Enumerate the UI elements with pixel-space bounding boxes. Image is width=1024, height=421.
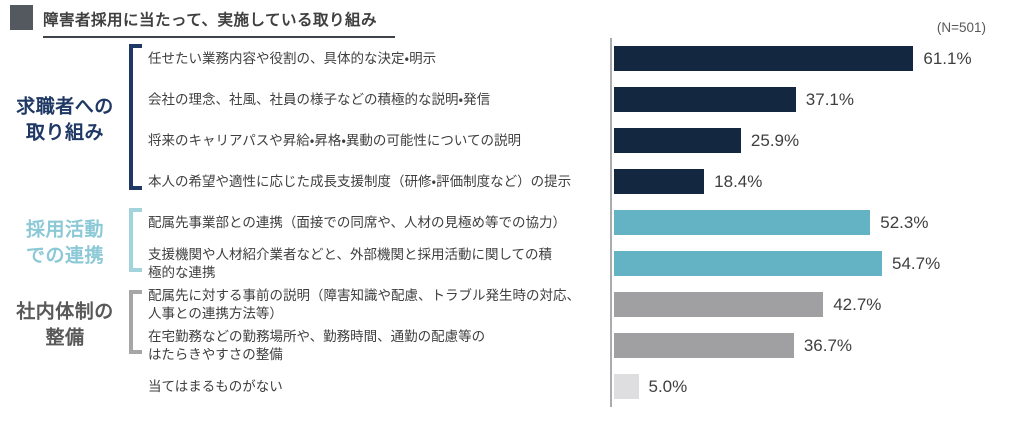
group-label: 求職者への 取り組み [16, 96, 114, 143]
group-label: 社内体制の 整備 [16, 301, 114, 348]
bar-category-label: 配属先に対する事前の説明（障害知識や配慮、トラブル発生時の対応、 人事との連携方… [148, 287, 580, 321]
page-title: 障害者採用に当たって、実施している取り組み [43, 12, 377, 29]
bar [614, 374, 639, 399]
bar-category-label: 支援機関や人材紹介業者などと、外部機関と採用活動に関しての積 極的な連携 [148, 246, 553, 280]
bar-category-label: 在宅勤務などの勤務場所や、勤務時間、通勤の配慮等の はたらきやすさの整備 [148, 328, 486, 362]
bar-zone: 18.4% [614, 161, 1024, 202]
bar-value-label: 61.1% [923, 48, 972, 68]
bar-zone: 36.7% [614, 325, 1024, 366]
chart-header: 障害者採用に当たって、実施している取り組み [10, 5, 395, 38]
bar-zone: 61.1% [614, 38, 1024, 79]
chart-row: 配属先事業部との連携（面接での同席や、人材の見極め等での協力） 52.3% [0, 202, 1024, 243]
bar [614, 251, 883, 276]
group-label: 採用活動 での連携 [25, 219, 104, 266]
bar-value-label: 25.9% [750, 130, 800, 150]
bar-category-label: 配属先事業部との連携（面接での同席や、人材の見極め等での協力） [148, 214, 566, 230]
chart-row: 本人の希望や適性に応じた成長支援制度（研修・評価制度など）の提示 18.4% [0, 161, 1024, 202]
bar-zone: 54.7% [614, 243, 1024, 284]
chart-row: 当てはまるものがない 5.0% [0, 366, 1024, 407]
group-bracket [129, 208, 142, 272]
bar-zone: 37.1% [614, 79, 1024, 120]
bar [614, 169, 705, 194]
bar-value-label: 5.0% [648, 376, 688, 396]
bar-rows: 任せたい業務内容や役割の、具体的な決定・明示 61.1% 会社の理念、社風、社員の様… [0, 38, 1024, 407]
bar [614, 333, 794, 358]
bar-value-label: 54.7% [892, 253, 941, 273]
group-bracket [129, 44, 142, 190]
bar-category-label: 任せたい業務内容や役割の、具体的な決定・明示 [148, 50, 437, 66]
bar-category-label: 当てはまるものがない [148, 378, 283, 394]
title-underline: 障害者採用に当たって、実施している取り組み [43, 5, 395, 38]
bar [614, 128, 741, 153]
bar-category-label: 会社の理念、社風、社員の様子などの積極的な説明・発信 [148, 91, 491, 107]
chart-row: 将来のキャリアパスや昇給・昇格・異動の可能性についての説明 25.9% [0, 120, 1024, 161]
sample-size: (N=501) [936, 20, 986, 35]
bar-zone: 5.0% [614, 366, 1024, 407]
chart-row: 支援機関や人材紹介業者などと、外部機関と採用活動に関しての積 極的な連携 54.7… [0, 243, 1024, 284]
chart-row: 会社の理念、社風、社員の様子などの積極的な説明・発信 37.1% [0, 79, 1024, 120]
bar-value-label: 42.7% [833, 294, 882, 314]
bar [614, 87, 796, 112]
bar-category-label: 将来のキャリアパスや昇給・昇格・異動の可能性についての説明 [148, 132, 522, 148]
chart-row: 任せたい業務内容や役割の、具体的な決定・明示 61.1% [0, 38, 1024, 79]
title-bullet-square [10, 5, 33, 30]
bar-value-label: 52.3% [880, 212, 929, 232]
bar-value-label: 36.7% [803, 335, 853, 355]
axis-line [610, 38, 612, 407]
chart-row: 配属先に対する事前の説明（障害知識や配慮、トラブル発生時の対応、 人事との連携方… [0, 284, 1024, 325]
bar [614, 292, 824, 317]
bar-zone: 25.9% [614, 120, 1024, 161]
group-bracket [129, 290, 142, 354]
bar [614, 46, 914, 71]
bar-zone: 52.3% [614, 202, 1024, 243]
bar-value-label: 18.4% [714, 171, 763, 191]
chart-row: 在宅勤務などの勤務場所や、勤務時間、通勤の配慮等の はたらきやすさの整備 36.7… [0, 325, 1024, 366]
bar-value-label: 37.1% [805, 89, 854, 109]
bar-category-label: 本人の希望や適性に応じた成長支援制度（研修・評価制度など）の提示 [148, 173, 572, 189]
bar [614, 210, 871, 235]
bar-zone: 42.7% [614, 284, 1024, 325]
